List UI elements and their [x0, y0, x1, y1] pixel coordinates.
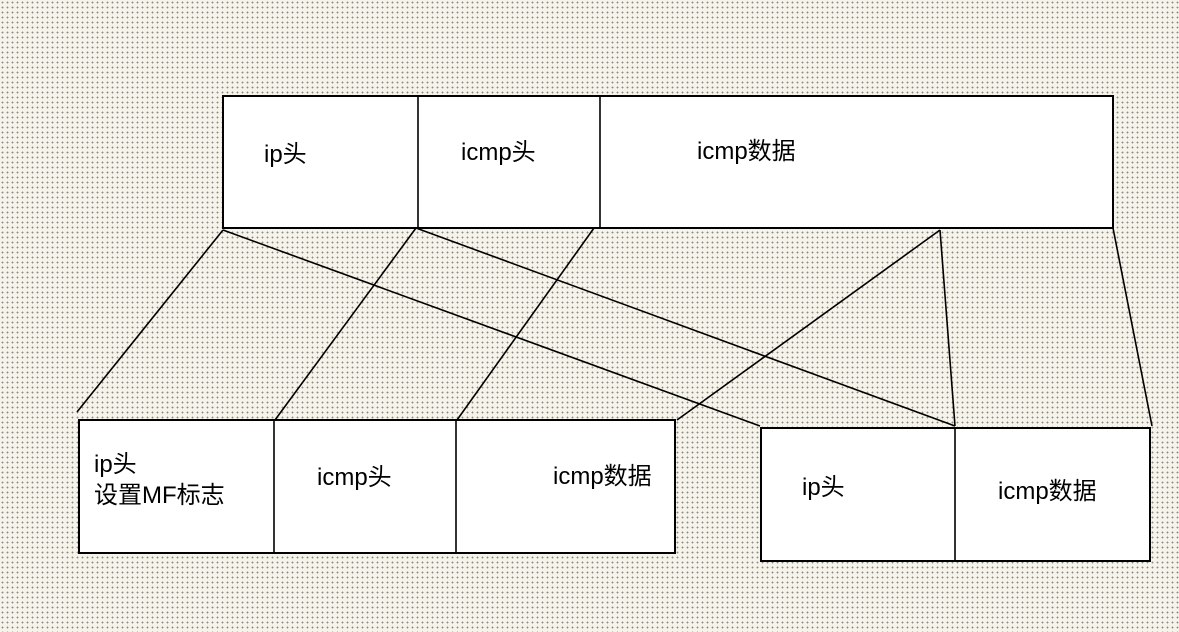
original-packet	[222, 95, 1114, 229]
fragment-1-icmp-data-label: icmp数据	[553, 463, 652, 490]
original-icmp-data-label: icmp数据	[697, 138, 796, 165]
connector-split-to-fragment-2	[939, 229, 956, 427]
connector-icmp-data-to-fragment-1	[456, 227, 595, 421]
fragment-2-icmp-data-label: icmp数据	[998, 478, 1097, 505]
connector-lines	[76, 227, 1153, 427]
connector-ip-to-fragment-1-left	[76, 229, 224, 413]
fragment-2-ip-header-label: ip头	[802, 474, 845, 501]
connector-split-to-fragment-1-right	[676, 229, 941, 421]
connector-icmp-header-to-fragment-1	[274, 227, 417, 421]
fragment-1-ip-header-label: ip头	[94, 451, 137, 478]
original-icmp-header-label: icmp头	[461, 139, 536, 166]
fragment-1	[78, 419, 676, 554]
connector-icmp-header-to-fragment-2-divider	[415, 227, 956, 427]
original-ip-header-label: ip头	[264, 141, 307, 168]
fragment-1-icmp-header-label: icmp头	[317, 464, 392, 491]
fragment-1-mf-flag-label: 设置MF标志	[94, 482, 225, 509]
connector-end-to-fragment-2-right	[1112, 227, 1153, 427]
original-packet-box	[222, 95, 1114, 229]
fragment-1-box	[78, 419, 676, 554]
connector-ip-to-fragment-2-divider	[222, 229, 761, 427]
fragment-2	[760, 427, 1151, 562]
